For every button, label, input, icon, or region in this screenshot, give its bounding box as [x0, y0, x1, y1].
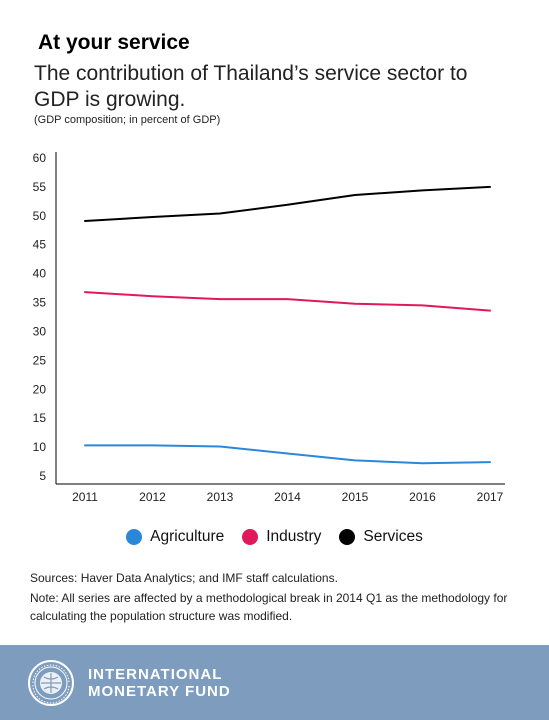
chart-title: The contribution of Thailand’s service s…	[34, 62, 468, 111]
sources-text: Sources: Haver Data Analytics; and IMF s…	[30, 571, 338, 585]
x-tick-label: 2011	[72, 490, 98, 504]
axis-lines	[55, 152, 505, 485]
wordmark-line-2: MONETARY FUND	[88, 683, 231, 700]
legend-label-services: Services	[363, 528, 423, 545]
legend-item-agriculture: Agriculture	[126, 528, 224, 546]
x-tick-label: 2015	[342, 490, 369, 504]
imf-wordmark: INTERNATIONAL MONETARY FUND	[88, 666, 231, 700]
chart-subtitle: (GDP composition; in percent of GDP)	[34, 114, 221, 126]
y-tick-label: 10	[33, 440, 47, 454]
y-tick-label: 25	[33, 353, 47, 367]
legend: Agriculture Industry Services	[0, 528, 549, 546]
y-tick-label: 30	[33, 324, 47, 338]
legend-swatch-services	[339, 529, 356, 545]
y-tick-label: 40	[33, 267, 47, 281]
legend-swatch-industry	[242, 529, 259, 545]
y-tick-label: 55	[33, 180, 47, 194]
legend-label-agriculture: Agriculture	[150, 528, 225, 545]
legend-swatch-agriculture	[126, 529, 143, 545]
x-tick-label: 2017	[477, 490, 504, 504]
x-tick-label: 2013	[207, 490, 234, 504]
chart-notes: Sources: Haver Data Analytics; and IMF s…	[30, 569, 525, 627]
y-tick-label: 60	[33, 151, 47, 165]
series-line-agriculture	[84, 444, 491, 465]
wordmark-line-1: INTERNATIONAL	[88, 666, 223, 683]
series-group	[84, 185, 491, 465]
y-tick-label: 15	[33, 411, 47, 425]
x-axis: 2011 2012 2013 2014 2015 2016 2017	[72, 490, 504, 504]
series-line-services	[84, 185, 491, 222]
chart-kicker: At your service	[38, 31, 190, 54]
legend-item-services: Services	[339, 528, 423, 546]
y-tick-label: 20	[33, 382, 47, 396]
x-tick-label: 2016	[409, 490, 436, 504]
y-axis: 60 55 50 45 40 35 30 25 20 15 10 5	[33, 151, 47, 483]
imf-seal-icon	[28, 660, 74, 706]
y-tick-label: 5	[39, 469, 46, 483]
x-tick-label: 2012	[139, 490, 166, 504]
legend-label-industry: Industry	[266, 528, 322, 545]
series-line-industry	[84, 291, 491, 312]
y-tick-label: 35	[33, 296, 47, 310]
x-tick-label: 2014	[274, 490, 301, 504]
y-tick-label: 45	[33, 238, 47, 252]
legend-item-industry: Industry	[242, 528, 321, 546]
y-tick-label: 50	[33, 209, 47, 223]
note-text: Note: All series are affected by a metho…	[30, 591, 508, 623]
footer-bar: INTERNATIONAL MONETARY FUND	[0, 645, 549, 720]
